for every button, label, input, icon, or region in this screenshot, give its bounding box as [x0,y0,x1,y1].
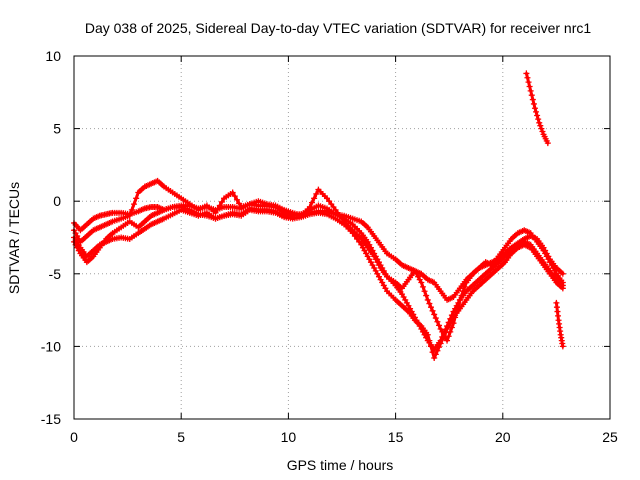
data-marks [71,70,566,362]
y-tick-label: 0 [53,193,61,209]
data-point [434,318,441,325]
x-tick-label: 5 [177,429,185,445]
data-point [313,190,320,197]
plot-frame [73,55,611,420]
data-point [308,199,315,206]
x-axis-label: GPS time / hours [287,457,394,473]
data-point [456,296,463,303]
data-point [421,288,428,295]
data-point [448,324,455,331]
data-point [218,198,225,205]
y-tick-label: -10 [41,338,61,354]
data-point [128,206,135,213]
data-point [306,204,313,211]
y-tick-label: -15 [41,411,61,427]
data-point [434,347,441,354]
data-point [537,122,544,129]
y-tick-label: -5 [49,266,62,282]
data-point [423,292,430,299]
data-point [447,328,454,335]
data-point [419,283,426,290]
data-point [426,300,433,307]
data-point [544,140,551,147]
data-point [531,105,538,112]
x-tick-label: 15 [388,429,404,445]
data-point [535,116,542,123]
data-point [427,343,434,350]
data-point [440,333,447,340]
data-point [539,128,546,135]
data-point [437,340,444,347]
data-point [424,296,431,303]
data-point [429,349,436,356]
data-point [528,92,535,99]
data-point [526,83,533,90]
data-point [233,196,240,203]
data-point [236,200,243,207]
x-tick-label: 10 [281,429,297,445]
data-point [212,209,219,216]
data-point [424,331,431,338]
data-point [536,119,543,126]
data-point [444,337,451,344]
data-point [559,279,566,286]
data-point [559,285,566,292]
data-point [530,100,537,107]
data-point [458,292,465,299]
chart-title: Day 038 of 2025, Sidereal Day-to-day VTE… [85,20,591,36]
data-point [133,195,140,202]
x-tick-label: 20 [495,429,511,445]
data-point [418,279,425,286]
y-tick-label: 5 [53,121,61,137]
data-point [432,351,439,358]
data-point [131,201,138,208]
data-point [429,307,436,314]
data-point [431,355,438,362]
y-tick-label: 10 [45,48,61,64]
data-point [525,79,532,86]
data-point [311,195,318,202]
data-point [436,322,443,329]
data-point [527,87,534,94]
data-point [431,311,438,318]
x-tick-label: 25 [602,429,618,445]
data-point [427,304,434,311]
data-point [426,337,433,344]
data-point [533,108,540,115]
data-point [231,193,238,200]
y-axis-label: SDTVAR / TECUs [6,182,22,294]
data-point [216,202,223,209]
data-point [529,96,536,103]
data-point [559,270,566,277]
tick-labels: 0 5 10 15 20 25 10 5 0 -5 -10 -15 [41,48,618,445]
data-point [524,74,531,81]
data-point [538,125,545,132]
series-trace-4 [72,205,565,360]
data-point [439,336,446,343]
x-tick-label: 0 [70,429,78,445]
data-point [461,283,468,290]
data-point [436,344,443,351]
data-point [460,288,467,295]
data-point [432,315,439,322]
data-point [442,329,449,336]
data-point [523,70,530,77]
data-point [229,189,236,196]
data-point [126,212,133,219]
data-point [534,112,541,119]
data-point [559,343,566,350]
data-point [214,206,221,213]
